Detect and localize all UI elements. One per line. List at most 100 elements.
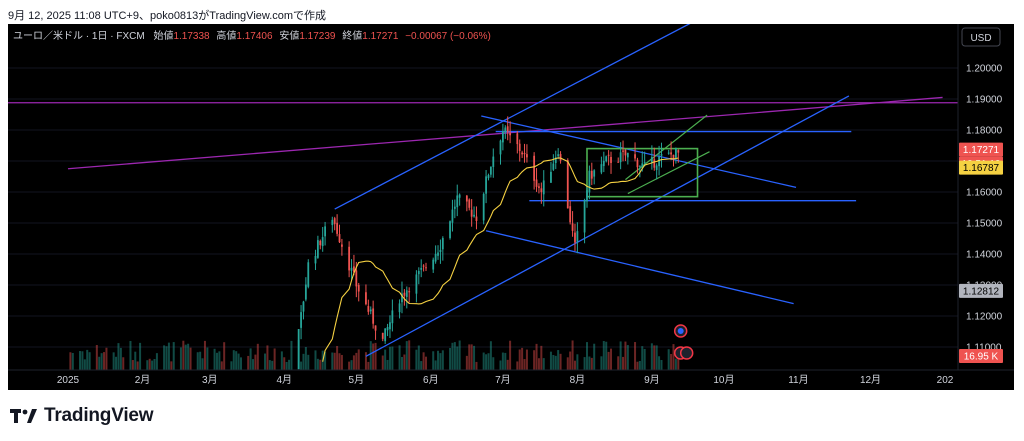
- candles: [297, 116, 680, 369]
- candle-body: [381, 332, 384, 339]
- descending-lower-line: [485, 230, 794, 305]
- volume-badge: [959, 349, 1003, 363]
- currency-button[interactable]: [961, 27, 1001, 47]
- volume-bar: [458, 340, 461, 370]
- volume-bar: [201, 358, 204, 370]
- volume-bar: [369, 341, 372, 370]
- price-chart[interactable]: ユーロ／米ドル · 1日 · FXCM 始値1.17338 高値1.17406 …: [8, 24, 1014, 390]
- sma-fast-badge: [959, 160, 1003, 175]
- volume-bar: [199, 351, 202, 370]
- sma-fast-line: [322, 157, 679, 362]
- candle-body: [372, 308, 375, 324]
- volume-bar: [165, 346, 168, 370]
- volume-bar: [415, 349, 418, 370]
- volume-bar: [151, 360, 154, 370]
- volume-bar: [235, 351, 238, 370]
- volume-bar: [420, 361, 423, 370]
- time-axis[interactable]: 2025 2月 3月 4月 5月 6月 7月 8月 9月 10月 11月 12月 202: [57, 374, 954, 386]
- volume-bar: [302, 353, 305, 370]
- candle-body: [384, 328, 387, 342]
- us-flag-event-icon: [679, 346, 694, 360]
- candle-body: [470, 209, 473, 217]
- chart-panel[interactable]: ユーロ／米ドル · 1日 · FXCM 始値1.17338 高値1.17406 …: [8, 24, 1014, 390]
- candle-body: [550, 171, 552, 183]
- volume-bar: [605, 341, 608, 370]
- trend-drawings: [8, 24, 958, 357]
- candle-body: [576, 231, 579, 242]
- volume-bar: [153, 358, 156, 370]
- candle-body: [456, 195, 459, 208]
- candle-body: [583, 200, 586, 233]
- candle-body: [617, 161, 620, 163]
- candle-body: [634, 154, 636, 159]
- volume-bar: [660, 359, 663, 370]
- candle-body: [453, 206, 456, 209]
- candle-body: [552, 163, 555, 170]
- volume-bar: [268, 360, 271, 370]
- volume-bar: [588, 356, 591, 370]
- volume-bar: [583, 357, 586, 370]
- volume-bar: [622, 356, 625, 370]
- volume-bar: [179, 347, 182, 370]
- candle-body: [542, 180, 545, 195]
- volume-bar: [554, 355, 557, 370]
- price-axis[interactable]: 1.200001.190001.180001.170001.160001.150…: [966, 64, 1003, 354]
- candle-body: [533, 155, 536, 181]
- candle-body: [638, 165, 641, 167]
- volume-bar: [408, 340, 411, 370]
- volume-bar: [71, 352, 74, 370]
- volume-bar: [136, 361, 139, 370]
- green-trend-lower: [627, 151, 710, 195]
- volume-bar: [417, 345, 420, 370]
- volume-bar: [331, 352, 334, 370]
- candle-body: [643, 162, 646, 164]
- snapshot-info: 9月 12, 2025 11:08 UTC+9、poko0813がTrading…: [8, 10, 327, 22]
- volume-bar: [573, 360, 576, 370]
- candle-body: [398, 303, 401, 313]
- candle-body: [386, 327, 389, 331]
- volume-bar: [655, 345, 658, 370]
- green-trend-upper: [625, 114, 708, 181]
- candle-body: [622, 150, 624, 152]
- footer-brand[interactable]: TradingView: [10, 404, 154, 428]
- candle-body: [655, 165, 658, 170]
- volume-bar: [542, 358, 545, 370]
- volume-bar: [441, 350, 444, 370]
- volume-bar: [501, 352, 504, 370]
- volume-bar: [518, 349, 521, 370]
- volume-bar: [134, 351, 137, 370]
- price-tick-label: 1.19000: [966, 95, 1003, 106]
- volume-bar: [523, 359, 526, 370]
- candle-body: [540, 188, 543, 193]
- volume-bar: [386, 359, 389, 370]
- candle-body: [432, 259, 435, 270]
- volume-bar: [506, 359, 509, 370]
- candle-body: [624, 149, 627, 156]
- volume-bar: [131, 360, 134, 370]
- volume-bar: [590, 357, 593, 370]
- volume-bar: [516, 361, 519, 370]
- candle-body: [374, 325, 377, 331]
- volume-bar: [203, 340, 206, 370]
- volume-bar: [650, 343, 653, 370]
- candle-body: [434, 253, 437, 262]
- volume-bar: [230, 361, 233, 370]
- candle-body: [504, 127, 507, 133]
- volume-bar: [117, 343, 120, 370]
- candle-body: [324, 226, 326, 237]
- event-markers[interactable]: [673, 324, 694, 360]
- volume-bar: [489, 341, 492, 370]
- volume-bar: [492, 357, 495, 370]
- volume-bar: [658, 356, 661, 370]
- volume-bar: [264, 353, 267, 370]
- candle-body: [521, 152, 524, 155]
- candle-body: [401, 293, 403, 303]
- volume-bar: [290, 340, 293, 370]
- price-tick-label: 1.15000: [966, 219, 1003, 230]
- candle-body: [660, 154, 663, 156]
- volume-bar: [254, 354, 257, 370]
- volume-bar: [247, 355, 250, 370]
- candle-body: [420, 267, 423, 270]
- candle-body: [451, 209, 454, 223]
- volume-bar: [525, 349, 528, 370]
